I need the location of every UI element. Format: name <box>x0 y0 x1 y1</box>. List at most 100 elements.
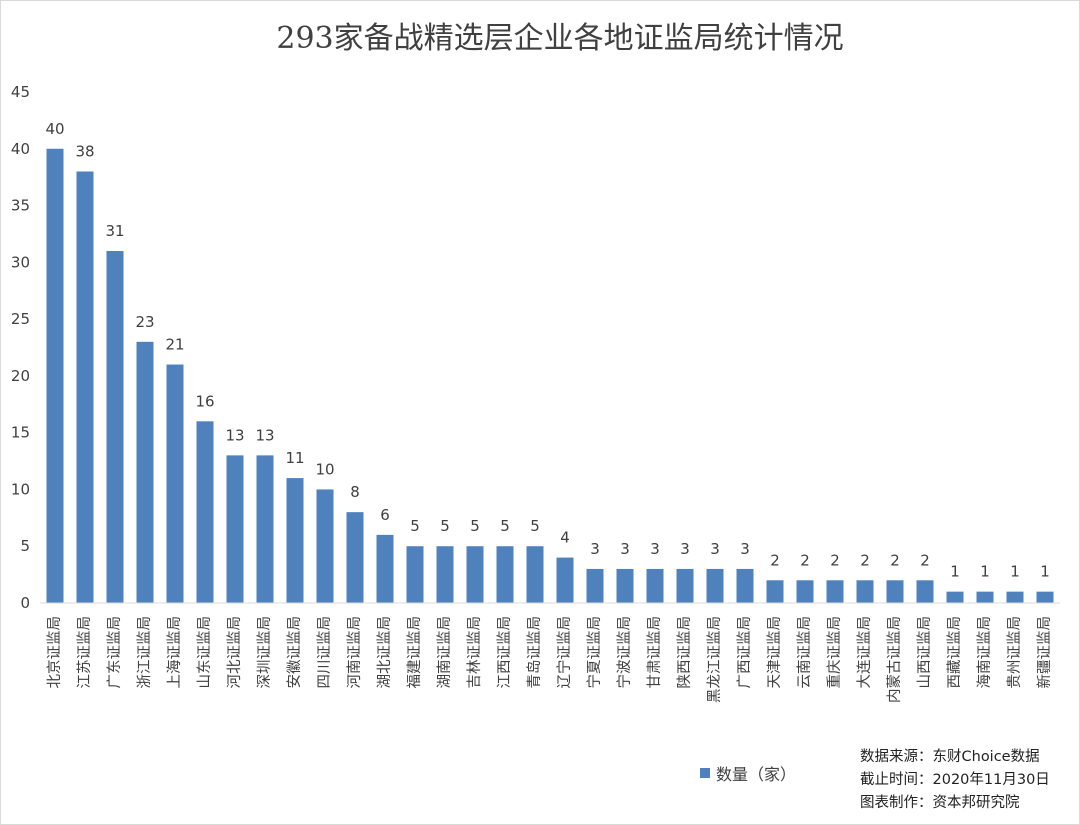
data-label: 3 <box>650 540 660 558</box>
data-label: 5 <box>440 517 450 535</box>
chart-title: 293家备战精选层企业各地证监局统计情况 <box>276 21 843 56</box>
x-tick-label: 浙江证监局 <box>136 616 153 689</box>
bar <box>946 591 964 603</box>
bar <box>976 591 994 603</box>
bar <box>736 568 754 603</box>
bar <box>406 546 424 603</box>
x-tick-label: 河北证监局 <box>226 616 243 689</box>
y-axis: 0 5 10 15 20 25 30 35 40 45 <box>11 83 30 612</box>
x-tick-label: 深圳证监局 <box>256 616 273 689</box>
maker-note: 图表制作：资本邦研究院 <box>860 795 1020 811</box>
data-label: 6 <box>380 506 390 524</box>
source-note: 数据来源：东财Choice数据 <box>860 749 1040 765</box>
data-label: 3 <box>620 540 630 558</box>
x-tick-label: 山东证监局 <box>196 616 213 689</box>
x-tick-label: 甘肃证监局 <box>646 616 663 689</box>
bar <box>1006 591 1024 603</box>
x-tick-label: 贵州证监局 <box>1006 616 1023 689</box>
y-tick-label: 35 <box>11 197 30 215</box>
bar <box>766 580 784 603</box>
data-label: 2 <box>770 551 780 569</box>
bar <box>256 455 274 603</box>
data-label: 2 <box>890 551 900 569</box>
x-tick-label: 新疆证监局 <box>1036 616 1053 689</box>
data-label: 13 <box>255 426 274 444</box>
bar <box>916 580 934 603</box>
x-tick-label: 青岛证监局 <box>526 616 543 689</box>
date-note: 截止时间：2020年11月30日 <box>860 772 1050 788</box>
x-tick-label: 福建证监局 <box>406 616 423 689</box>
data-label: 2 <box>830 551 840 569</box>
bar <box>676 568 694 603</box>
bar <box>376 534 394 603</box>
data-label: 3 <box>680 540 690 558</box>
y-tick-label: 5 <box>20 537 30 555</box>
data-label: 2 <box>860 551 870 569</box>
x-tick-label: 四川证监局 <box>316 616 333 689</box>
y-tick-label: 0 <box>20 594 30 612</box>
x-tick-label: 北京证监局 <box>46 616 63 689</box>
data-label: 1 <box>980 563 990 581</box>
x-tick-label: 江西证监局 <box>496 616 513 689</box>
x-tick-label: 湖北证监局 <box>376 616 393 689</box>
x-tick-label: 吉林证监局 <box>466 616 483 689</box>
x-tick-label: 陕西证监局 <box>676 616 693 689</box>
data-label: 5 <box>530 517 540 535</box>
x-tick-label: 内蒙古证监局 <box>886 616 903 703</box>
bar <box>166 364 184 603</box>
bar <box>526 546 544 603</box>
x-tick-label: 安徽证监局 <box>286 616 303 689</box>
bar <box>346 512 364 603</box>
data-label: 23 <box>135 313 154 331</box>
bar <box>136 341 154 603</box>
data-label: 3 <box>740 540 750 558</box>
bar <box>46 148 64 603</box>
data-label: 3 <box>590 540 600 558</box>
y-tick-label: 15 <box>11 424 30 442</box>
x-tick-label: 云南证监局 <box>796 616 813 689</box>
bar <box>226 455 244 603</box>
x-tick-label: 宁夏证监局 <box>586 616 603 689</box>
data-label: 1 <box>950 563 960 581</box>
x-tick-label: 湖南证监局 <box>436 616 453 689</box>
y-tick-label: 45 <box>11 83 30 101</box>
bar <box>1036 591 1054 603</box>
bar <box>496 546 514 603</box>
data-label: 3 <box>710 540 720 558</box>
legend-swatch <box>700 768 710 778</box>
bar <box>826 580 844 603</box>
x-tick-label: 重庆证监局 <box>826 616 843 689</box>
x-tick-label: 广西证监局 <box>736 616 753 689</box>
bar <box>586 568 604 603</box>
bar <box>76 171 94 603</box>
data-label: 38 <box>75 142 94 160</box>
x-tick-label: 山西证监局 <box>916 616 933 689</box>
bar <box>886 580 904 603</box>
x-axis-labels: 北京证监局 江苏证监局 广东证监局 浙江证监局 上海证监局 山东证监局 河北证监局 深圳证监局… <box>46 616 1053 703</box>
bar <box>106 250 124 603</box>
x-tick-label: 西藏证监局 <box>946 616 963 689</box>
x-tick-label: 天津证监局 <box>766 616 783 689</box>
data-label: 40 <box>45 120 64 138</box>
data-label: 1 <box>1040 563 1050 581</box>
y-tick-label: 25 <box>11 310 30 328</box>
y-tick-label: 30 <box>11 253 30 271</box>
bar <box>796 580 814 603</box>
x-tick-label: 广东证监局 <box>106 616 123 689</box>
data-label: 5 <box>500 517 510 535</box>
legend-label: 数量（家） <box>716 765 796 784</box>
legend: 数量（家） <box>700 765 796 784</box>
x-tick-label: 河南证监局 <box>346 616 363 689</box>
bar <box>556 557 574 603</box>
bar <box>616 568 634 603</box>
data-label: 11 <box>285 449 304 467</box>
data-label: 1 <box>1010 563 1020 581</box>
data-label: 8 <box>350 483 360 501</box>
bar <box>856 580 874 603</box>
data-label: 4 <box>560 529 570 547</box>
y-tick-label: 20 <box>11 367 30 385</box>
x-tick-label: 海南证监局 <box>976 616 993 689</box>
bar <box>316 489 334 603</box>
